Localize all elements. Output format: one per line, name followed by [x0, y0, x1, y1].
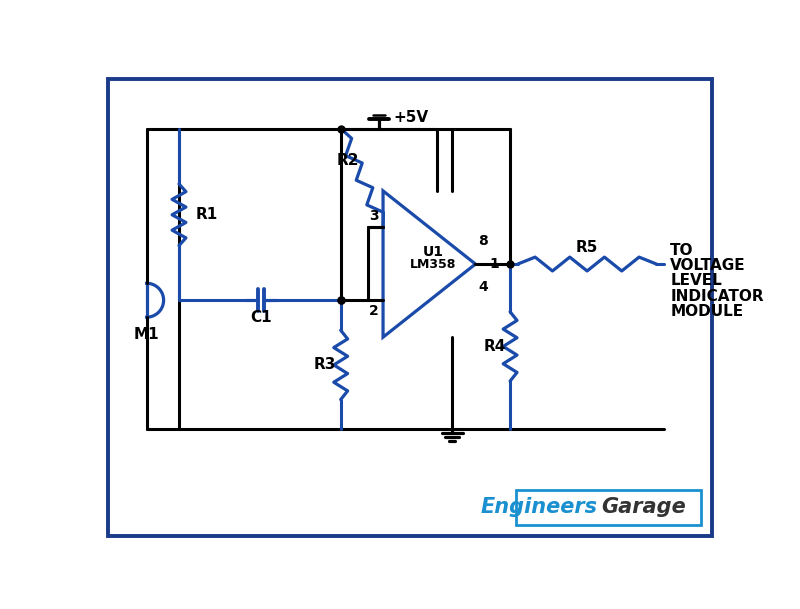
Text: 3: 3: [369, 209, 378, 224]
Text: U1: U1: [422, 245, 443, 259]
Text: LM358: LM358: [410, 258, 456, 270]
Text: TO: TO: [670, 242, 694, 258]
Text: LEVEL: LEVEL: [670, 273, 722, 289]
Text: Engineers: Engineers: [481, 496, 598, 516]
Text: 1: 1: [490, 257, 499, 271]
Text: R1: R1: [196, 207, 218, 222]
Text: C1: C1: [250, 309, 272, 325]
Text: +5V: +5V: [393, 110, 428, 125]
Text: 2: 2: [369, 304, 378, 318]
FancyBboxPatch shape: [516, 490, 701, 525]
Text: R2: R2: [336, 153, 359, 168]
Text: R5: R5: [576, 239, 598, 255]
Text: MODULE: MODULE: [670, 304, 743, 319]
Text: 4: 4: [478, 280, 488, 294]
Text: M1: M1: [134, 326, 159, 342]
Text: Garage: Garage: [602, 496, 686, 516]
Text: R3: R3: [314, 357, 336, 373]
Text: VOLTAGE: VOLTAGE: [670, 258, 746, 273]
Text: 8: 8: [478, 234, 488, 248]
Text: INDICATOR: INDICATOR: [670, 289, 764, 304]
FancyBboxPatch shape: [108, 79, 712, 536]
Text: R4: R4: [483, 339, 506, 354]
